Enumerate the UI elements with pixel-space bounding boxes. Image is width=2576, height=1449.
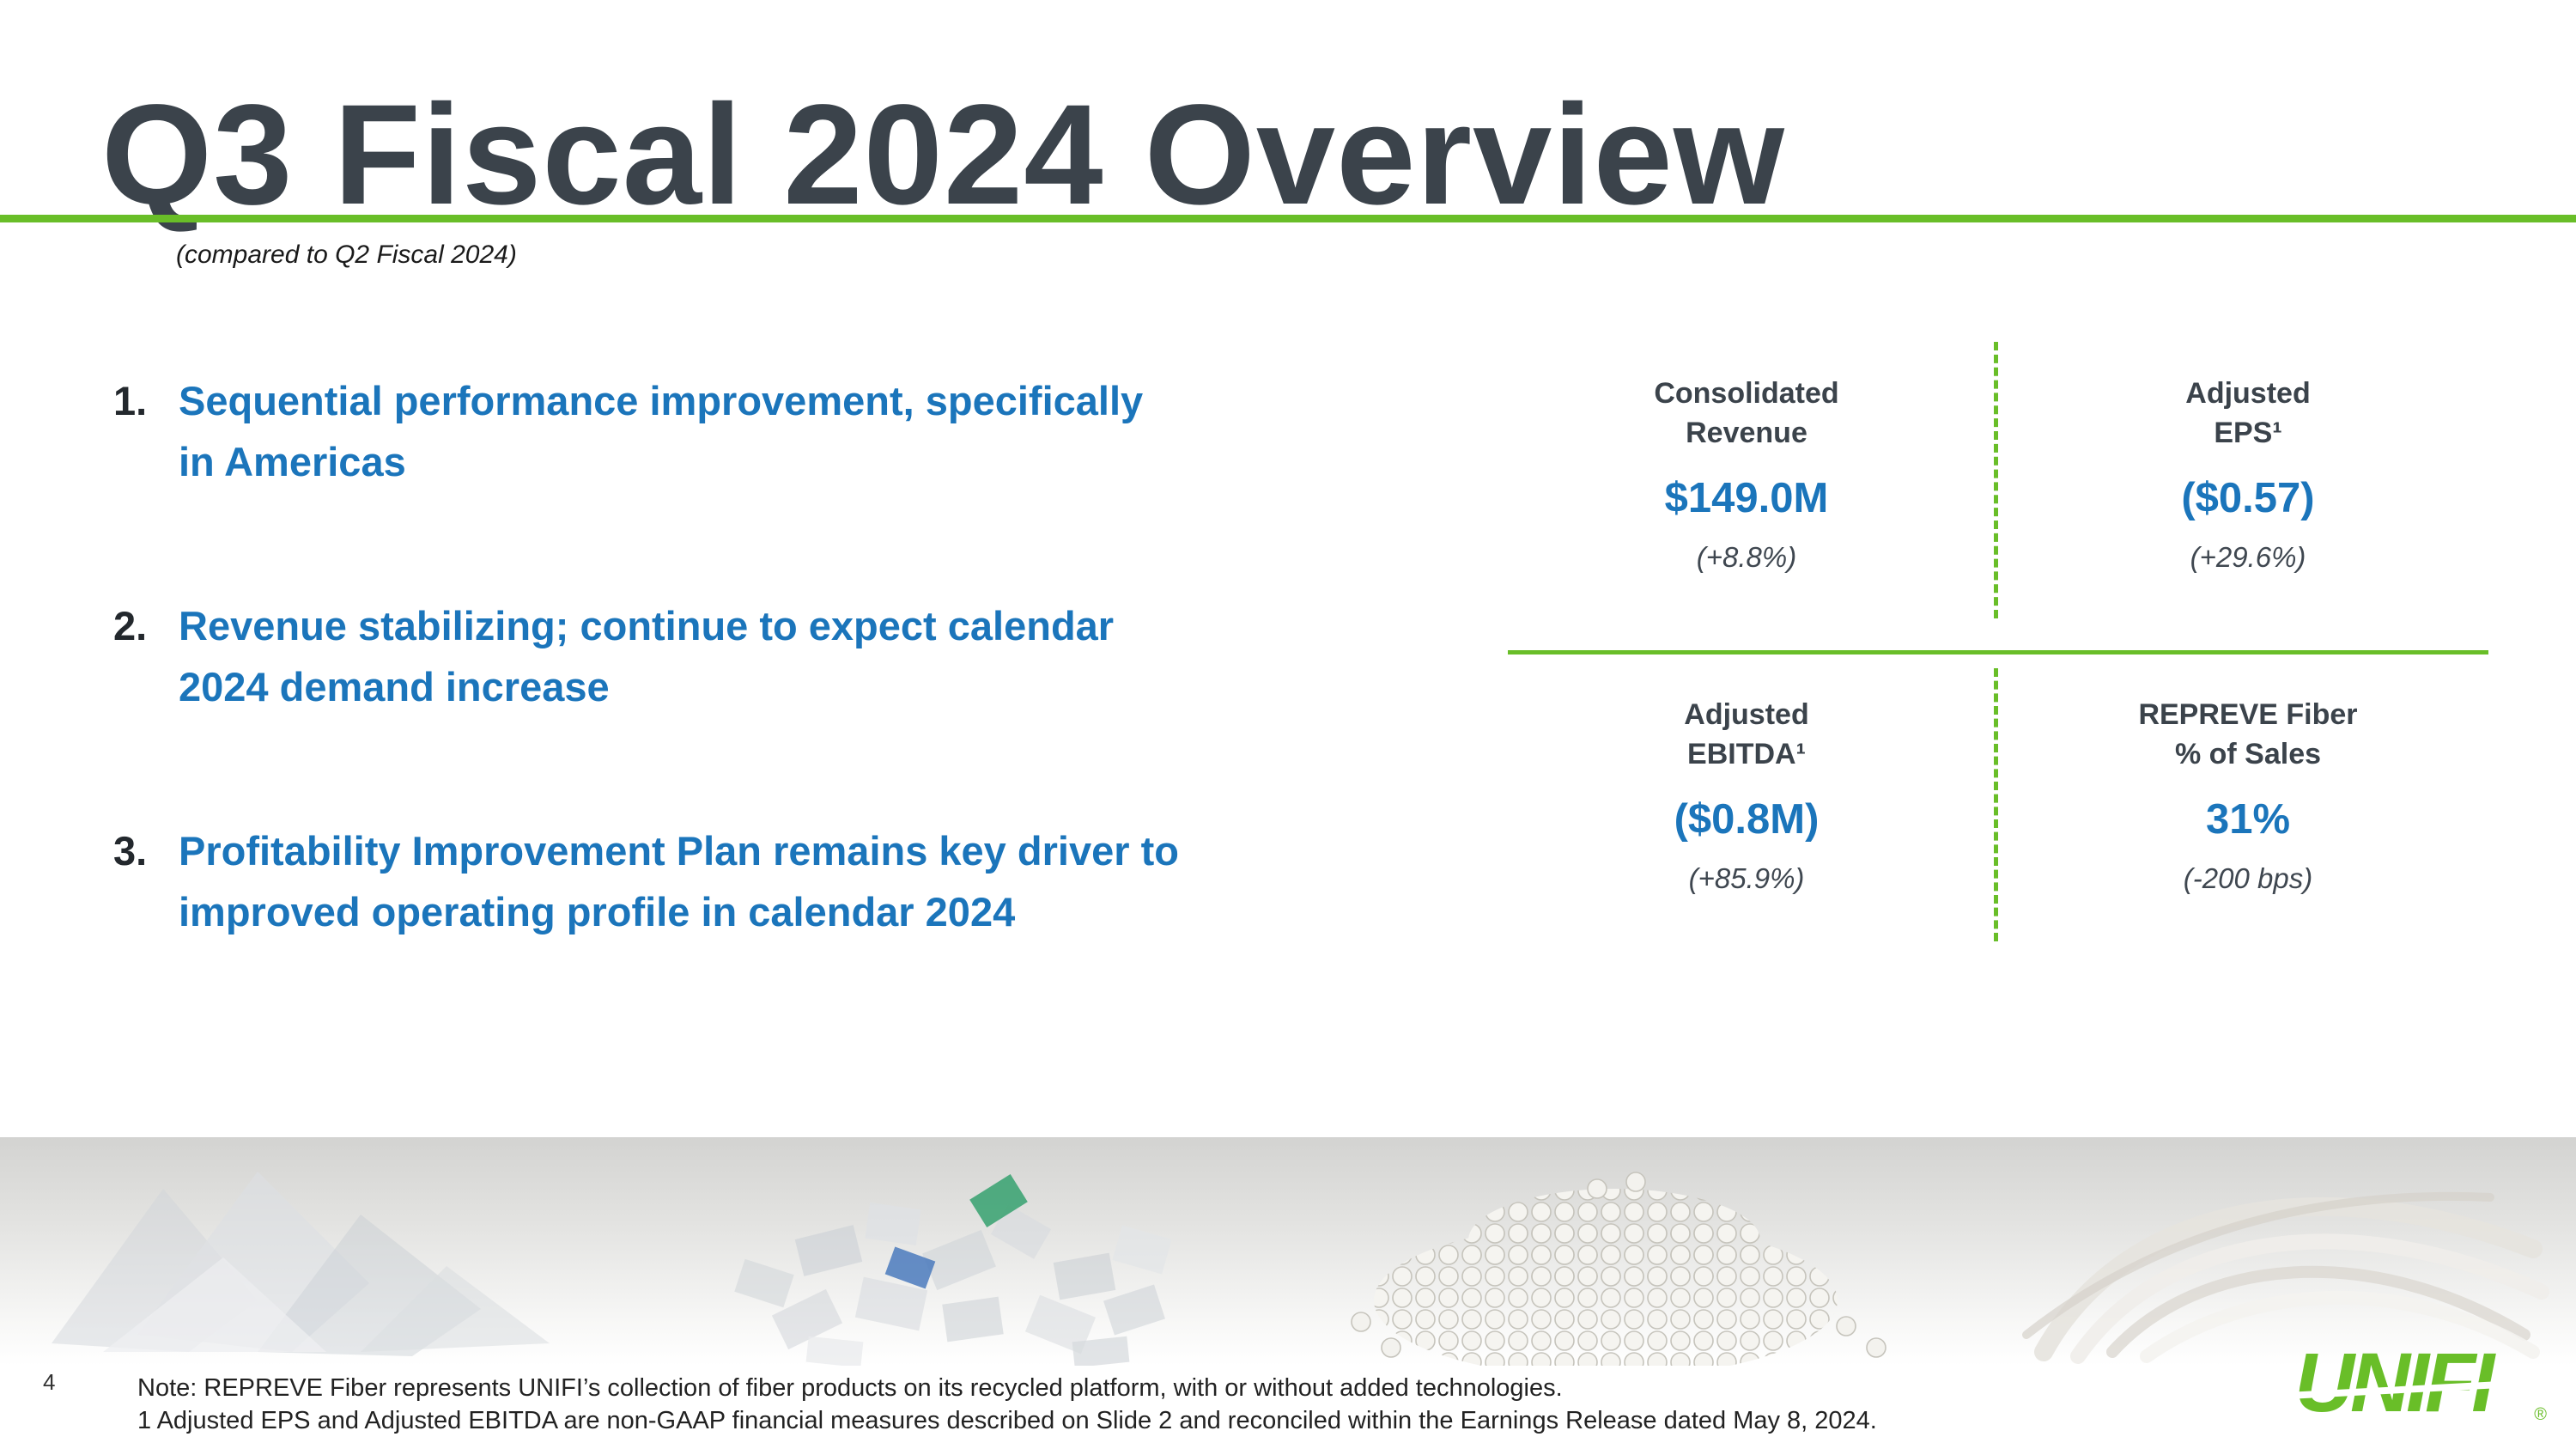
metric-adjusted-ebitda: Adjusted EBITDA¹ ($0.8M) (+85.9%)	[1504, 696, 1989, 895]
footnote-note: Note: REPREVE Fiber represents UNIFI’s c…	[137, 1374, 1563, 1402]
metric-change: (+29.6%)	[2190, 540, 2306, 573]
metrics-horizontal-divider	[1508, 650, 2488, 654]
metric-change: (+85.9%)	[1688, 861, 1805, 894]
registered-trademark-icon: ®	[2534, 1405, 2547, 1424]
highlight-number: 1.	[113, 378, 148, 423]
highlight-text: Profitability Improvement Plan remains k…	[179, 828, 1179, 935]
metric-adjusted-eps: Adjusted EPS¹ ($0.57) (+29.6%)	[2006, 374, 2490, 574]
metric-value: ($0.8M)	[1674, 795, 1820, 843]
highlight-number: 2.	[113, 603, 148, 648]
metric-value: 31%	[2205, 795, 2291, 843]
metrics-vertical-divider-top	[1994, 342, 1998, 618]
photo-plastic-film	[52, 1172, 550, 1356]
footnote-nongaap: 1 Adjusted EPS and Adjusted EBITDA are n…	[137, 1407, 1877, 1434]
metric-consolidated-revenue: Consolidated Revenue $149.0M (+8.8%)	[1504, 374, 1989, 574]
unifi-logo: UNIFI ®	[2288, 1341, 2547, 1424]
photo-strip-graphic	[52, 1172, 2549, 1366]
highlight-text: Sequential performance improvement, spec…	[179, 378, 1144, 484]
photo-plastic-flakes	[734, 1174, 1172, 1366]
photo-strip	[0, 1137, 2576, 1366]
highlight-item-2: 2. Revenue stabilizing; continue to expe…	[113, 596, 1453, 717]
highlight-text: Revenue stabilizing; continue to expect …	[179, 603, 1115, 709]
metric-value: $149.0M	[1664, 474, 1829, 521]
page-title: Q3 Fiscal 2024 Overview	[101, 76, 1785, 234]
metric-label: Consolidated Revenue	[1654, 377, 1839, 449]
page-number: 4	[43, 1369, 56, 1395]
metrics-vertical-divider-bottom	[1994, 668, 1998, 941]
title-divider	[0, 215, 2576, 222]
metric-change: (-200 bps)	[2183, 861, 2313, 894]
metric-label: Adjusted EPS¹	[2185, 377, 2311, 449]
metric-value: ($0.57)	[2181, 474, 2315, 521]
highlight-number: 3.	[113, 828, 148, 874]
highlight-item-1: 1. Sequential performance improvement, s…	[113, 371, 1453, 492]
metric-repreve-fiber: REPREVE Fiber % of Sales 31% (-200 bps)	[2006, 696, 2490, 895]
photo-fiber	[2022, 1191, 2549, 1364]
metric-change: (+8.8%)	[1696, 540, 1797, 573]
highlight-item-3: 3. Profitability Improvement Plan remain…	[113, 821, 1453, 942]
metric-label: REPREVE Fiber % of Sales	[2138, 698, 2358, 770]
metric-label: Adjusted EBITDA¹	[1684, 698, 1809, 770]
slide-subtitle: (compared to Q2 Fiscal 2024)	[176, 240, 517, 269]
photo-pellets	[1351, 1172, 1886, 1366]
